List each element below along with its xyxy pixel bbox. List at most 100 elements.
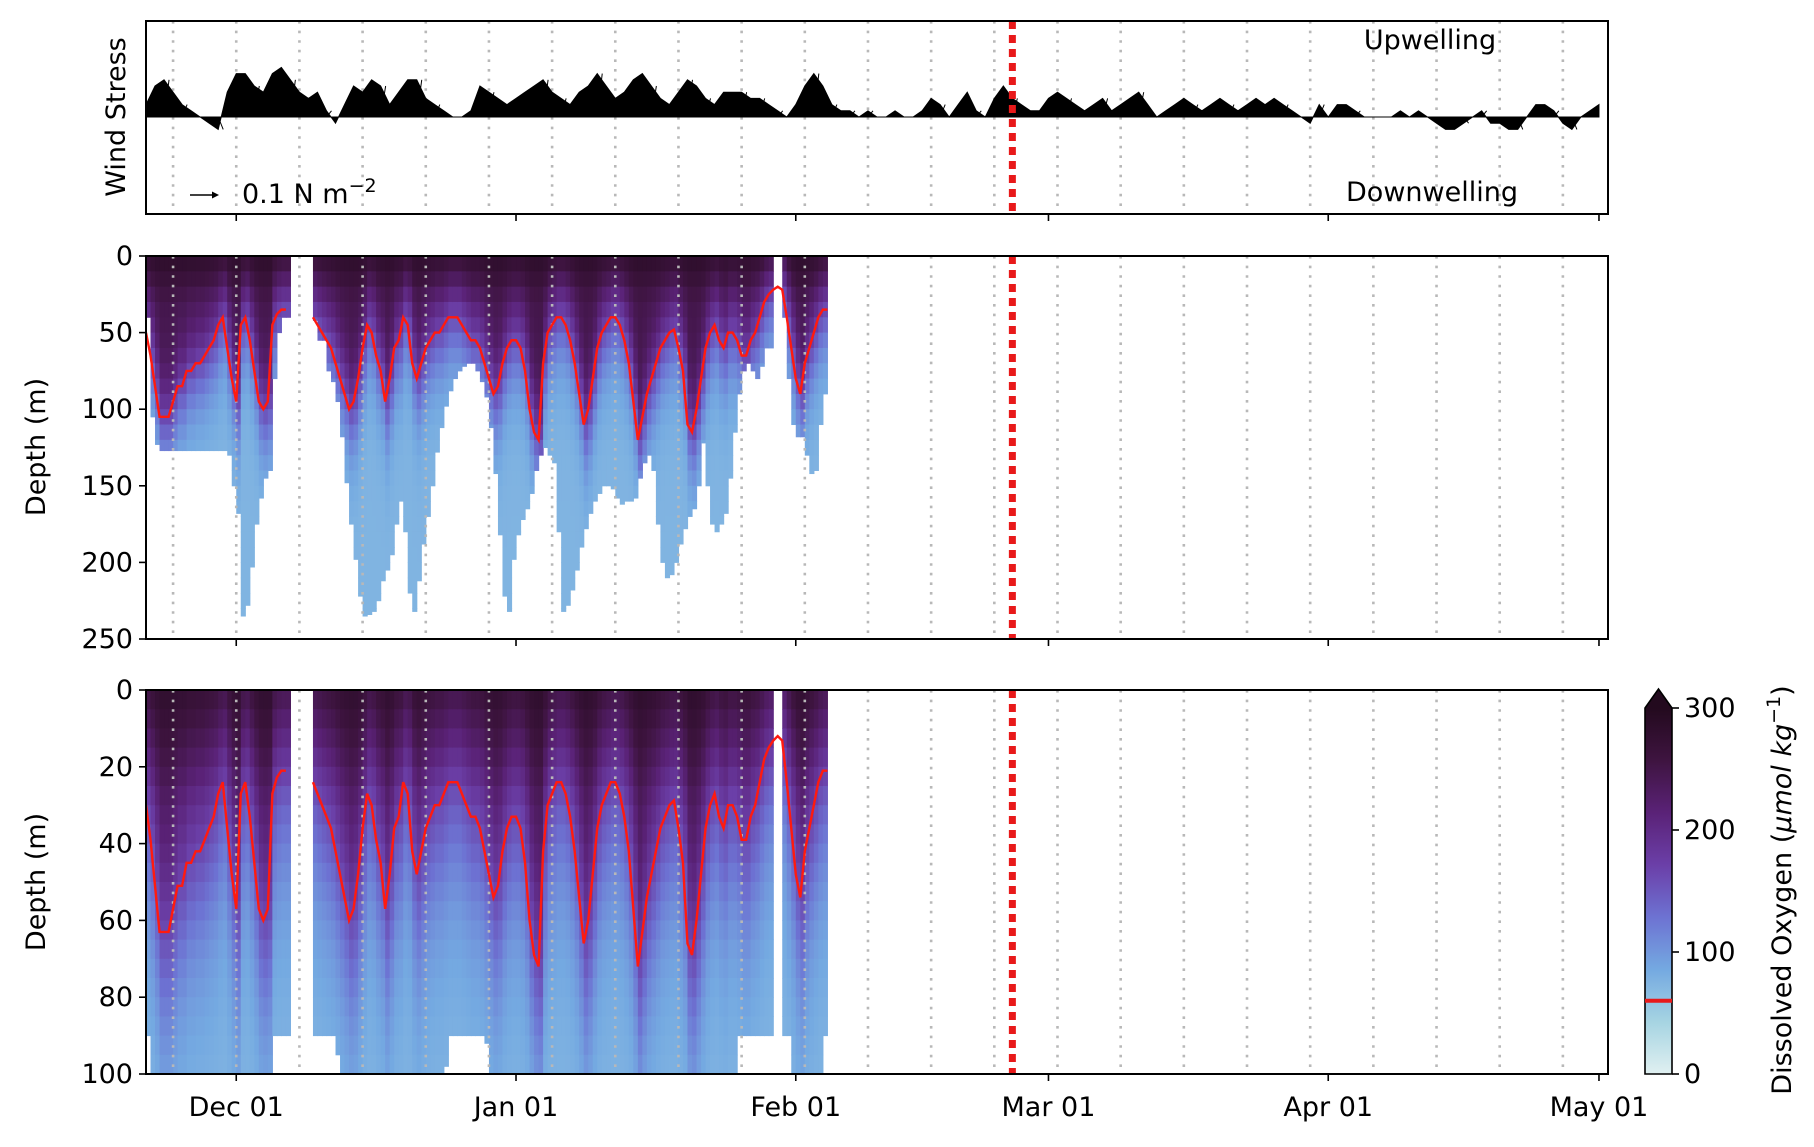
oxygen-cell: [633, 882, 638, 902]
oxygen-cell: [214, 302, 219, 318]
oxygen-cell: [633, 317, 638, 333]
oxygen-cell: [683, 302, 688, 318]
oxygen-cell: [417, 379, 422, 395]
oxygen-cell: [412, 578, 417, 594]
oxygen-cell: [160, 844, 165, 864]
oxygen-cell: [620, 728, 625, 748]
oxygen-cell: [218, 863, 223, 883]
oxygen-cell: [236, 425, 241, 441]
oxygen-cell: [250, 562, 255, 567]
oxygen-cell: [602, 470, 607, 486]
oxygen-cell: [448, 748, 453, 768]
oxygen-cell: [218, 940, 223, 960]
oxygen-cell: [259, 978, 264, 998]
oxygen-cell: [417, 709, 422, 729]
oxygen-cell: [724, 455, 729, 471]
oxygen-cell: [561, 348, 566, 364]
oxygen-cell: [317, 709, 322, 729]
oxygen-cell: [796, 1016, 801, 1036]
oxygen-cell: [566, 1055, 571, 1075]
oxygen-cell: [620, 455, 625, 471]
oxygen-cell: [642, 786, 647, 806]
oxygen-cell: [241, 333, 246, 349]
oxygen-cell: [155, 317, 160, 333]
oxygen-cell: [557, 317, 562, 333]
oxygen-cell: [408, 547, 413, 563]
oxygen-cell: [597, 1016, 602, 1036]
oxygen-cell: [597, 844, 602, 864]
oxygen-cell: [187, 379, 192, 395]
oxygen-cell: [385, 440, 390, 456]
oxygen-cell: [669, 562, 674, 575]
oxygen-cell: [697, 767, 702, 787]
oxygen-cell: [417, 959, 422, 979]
oxygen-cell: [584, 978, 589, 998]
oxygen-cell: [629, 256, 634, 272]
oxygen-cell: [376, 470, 381, 486]
oxygen-cell: [408, 1036, 413, 1056]
oxygen-cell: [502, 501, 507, 517]
oxygen-cell: [286, 1016, 291, 1036]
oxygen-cell: [620, 1016, 625, 1036]
oxygen-cell: [205, 1055, 210, 1075]
oxygen-cell: [462, 959, 467, 979]
oxygen-cell: [597, 1036, 602, 1056]
oxygen-cell: [349, 709, 354, 729]
oxygen-cell: [241, 920, 246, 940]
oxygen-cell: [593, 805, 598, 825]
oxygen-cell: [521, 333, 526, 349]
oxygen-cell: [534, 709, 539, 729]
oxygen-cell: [728, 959, 733, 979]
oxygen-cell: [390, 728, 395, 748]
oxygen-cell: [561, 516, 566, 532]
oxygen-cell: [498, 271, 503, 287]
oxygen-cell: [209, 1055, 214, 1075]
oxygen-cell: [372, 844, 377, 864]
oxygen-cell: [579, 440, 584, 456]
oxygen-cell: [466, 348, 471, 364]
oxygen-cell: [683, 256, 688, 272]
oxygen-cell: [259, 409, 264, 425]
oxygen-cell: [272, 271, 277, 287]
oxygen-cell: [701, 901, 706, 921]
oxygen-cell: [205, 728, 210, 748]
oxygen-cell: [710, 287, 715, 303]
oxygen-cell: [484, 394, 489, 398]
oxygen-cell: [164, 959, 169, 979]
oxygen-cell: [331, 805, 336, 825]
oxygen-cell: [227, 767, 232, 787]
oxygen-cell: [196, 824, 201, 844]
oxygen-cell: [250, 256, 255, 272]
oxygen-cell: [530, 786, 535, 806]
oxygen-cell: [647, 394, 652, 410]
oxygen-cell: [417, 394, 422, 410]
oxygen-cell: [182, 348, 187, 364]
oxygen-cell: [525, 486, 530, 502]
oxygen-cell: [588, 805, 593, 825]
oxygen-cell: [453, 901, 458, 921]
oxygen-cell: [250, 959, 255, 979]
oxygen-cell: [196, 333, 201, 349]
oxygen-cell: [566, 348, 571, 364]
oxygen-cell: [602, 959, 607, 979]
oxygen-cell: [399, 882, 404, 902]
oxygen-cell: [697, 690, 702, 710]
oxygen-cell: [200, 805, 205, 825]
oxygen-cell: [394, 786, 399, 806]
oxygen-cell: [557, 748, 562, 768]
oxygen-cell: [466, 901, 471, 921]
oxygen-cell: [597, 901, 602, 921]
oxygen-cell: [647, 959, 652, 979]
oxygen-cell: [660, 516, 665, 532]
oxygen-cell: [439, 978, 444, 998]
oxygen-cell: [570, 920, 575, 940]
oxygen-cell: [697, 786, 702, 806]
oxygen-cell: [345, 379, 350, 395]
oxygen-cell: [417, 920, 422, 940]
oxygen-cell: [160, 901, 165, 921]
oxygen-cell: [340, 1055, 345, 1075]
oxygen-cell: [651, 690, 656, 710]
oxygen-cell: [660, 997, 665, 1017]
oxygen-cell: [534, 728, 539, 748]
oxygen-cell: [502, 1016, 507, 1036]
